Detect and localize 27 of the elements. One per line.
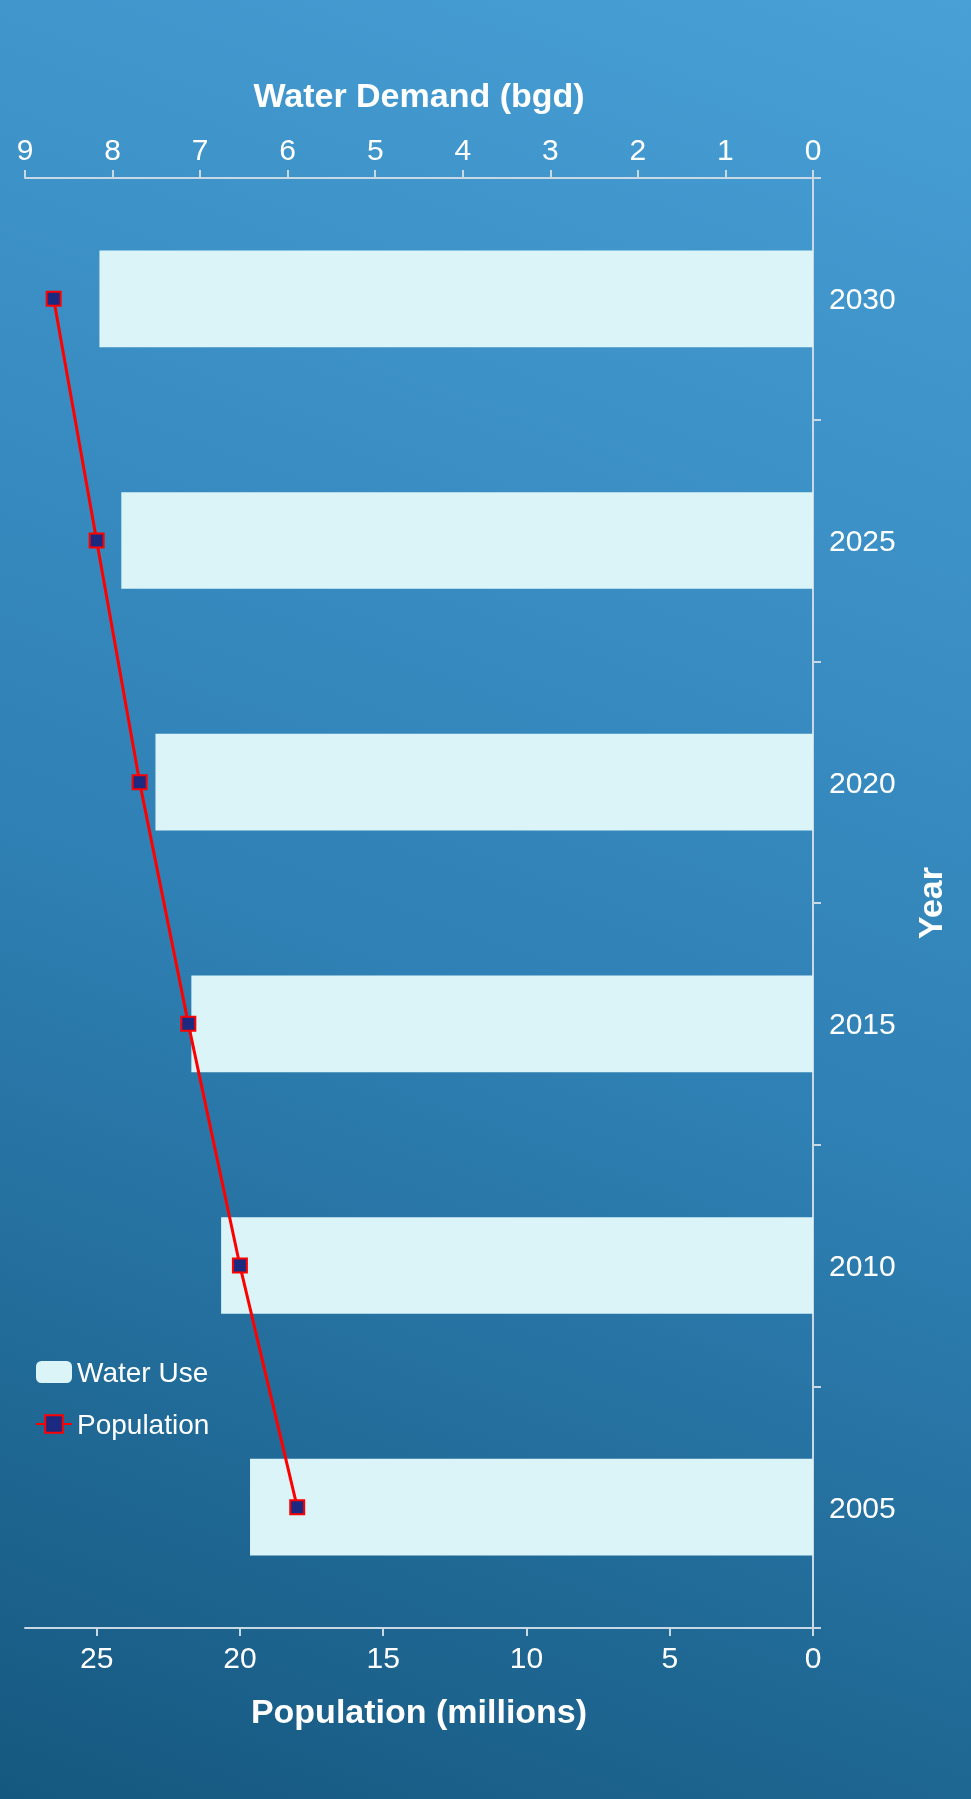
x2-tick-label: 1 bbox=[717, 132, 734, 166]
y-tick-label: 2010 bbox=[829, 1249, 896, 1282]
y-axis-title: Year bbox=[911, 867, 949, 939]
x2-tick-label: 6 bbox=[279, 132, 297, 166]
x-tick-label: 15 bbox=[366, 1640, 400, 1674]
x2-tick-label: 2 bbox=[629, 132, 647, 166]
x-axis-title: Population (millions) bbox=[250, 1692, 588, 1730]
x2-tick-label: 5 bbox=[366, 132, 384, 166]
legend-label: Water Use bbox=[77, 1356, 209, 1388]
y-tick-label: 2020 bbox=[829, 765, 896, 799]
x-tick-label: 10 bbox=[509, 1640, 544, 1674]
x2-tick-label: 8 bbox=[104, 132, 121, 166]
x-tick-label: 5 bbox=[661, 1640, 679, 1674]
legend-label: Population bbox=[77, 1408, 210, 1440]
x2-tick-label: 7 bbox=[191, 132, 209, 166]
y-tick-label: 2025 bbox=[829, 524, 896, 557]
x-tick-label: 0 bbox=[804, 1640, 822, 1674]
y-tick-label: 2030 bbox=[829, 282, 896, 316]
y-tick-label: 2015 bbox=[829, 1007, 896, 1041]
y-tick-label: 2005 bbox=[829, 1490, 896, 1524]
x2-tick-label: 9 bbox=[16, 132, 34, 166]
x-tick-label: 20 bbox=[223, 1640, 257, 1674]
x-tick-label: 25 bbox=[79, 1640, 114, 1674]
x2-tick-label: 0 bbox=[804, 132, 822, 166]
x2-tick-label: 3 bbox=[541, 132, 559, 166]
x2-tick-label: 4 bbox=[454, 132, 472, 166]
x2-axis-title: Water Demand (bgd) bbox=[253, 76, 585, 114]
